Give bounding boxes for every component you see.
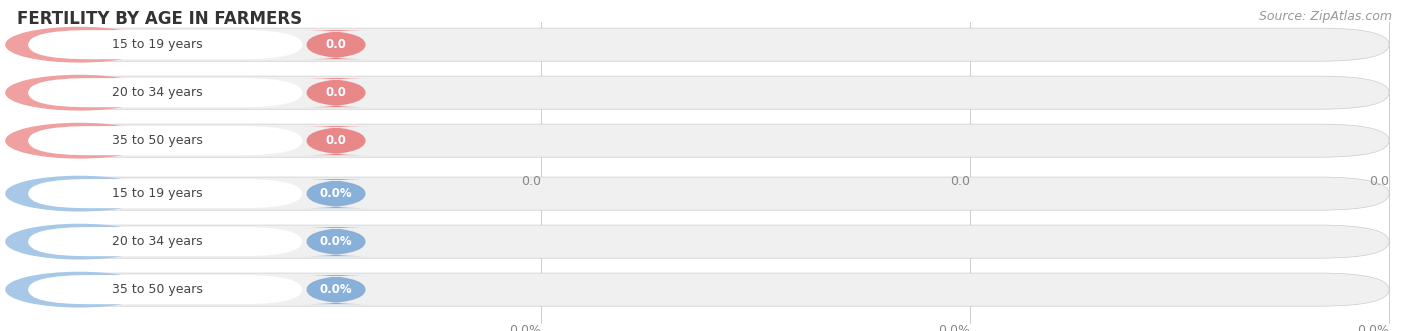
FancyBboxPatch shape [17,28,1389,61]
FancyBboxPatch shape [17,124,1389,157]
FancyBboxPatch shape [17,273,1389,306]
Circle shape [6,224,152,259]
Text: 0.0: 0.0 [1369,175,1389,188]
Text: 0.0%: 0.0% [319,235,353,248]
Text: 0.0: 0.0 [950,175,970,188]
Text: 0.0%: 0.0% [1357,324,1389,331]
FancyBboxPatch shape [28,78,302,107]
Text: FERTILITY BY AGE IN FARMERS: FERTILITY BY AGE IN FARMERS [17,10,302,28]
FancyBboxPatch shape [28,227,302,256]
FancyBboxPatch shape [17,76,1389,109]
Text: 15 to 19 years: 15 to 19 years [111,187,202,200]
FancyBboxPatch shape [304,126,368,155]
FancyBboxPatch shape [304,78,368,107]
Text: 15 to 19 years: 15 to 19 years [111,38,202,51]
Circle shape [6,123,152,158]
Text: Source: ZipAtlas.com: Source: ZipAtlas.com [1258,10,1392,23]
Circle shape [6,27,152,62]
FancyBboxPatch shape [304,179,368,208]
FancyBboxPatch shape [17,177,1389,210]
Text: 0.0: 0.0 [326,134,346,147]
Text: 20 to 34 years: 20 to 34 years [111,235,202,248]
Circle shape [6,75,152,110]
FancyBboxPatch shape [28,30,302,59]
Text: 0.0%: 0.0% [319,187,353,200]
FancyBboxPatch shape [28,126,302,155]
FancyBboxPatch shape [17,225,1389,258]
Text: 0.0: 0.0 [326,38,346,51]
Circle shape [6,176,152,211]
Text: 0.0%: 0.0% [509,324,541,331]
Text: 0.0%: 0.0% [938,324,970,331]
FancyBboxPatch shape [28,179,302,208]
FancyBboxPatch shape [304,275,368,304]
Text: 20 to 34 years: 20 to 34 years [111,86,202,99]
Text: 35 to 50 years: 35 to 50 years [111,283,202,296]
FancyBboxPatch shape [304,227,368,256]
FancyBboxPatch shape [304,30,368,59]
Text: 0.0: 0.0 [522,175,541,188]
Text: 35 to 50 years: 35 to 50 years [111,134,202,147]
Text: 0.0: 0.0 [326,86,346,99]
Text: 0.0%: 0.0% [319,283,353,296]
Circle shape [6,272,152,307]
FancyBboxPatch shape [28,275,302,304]
